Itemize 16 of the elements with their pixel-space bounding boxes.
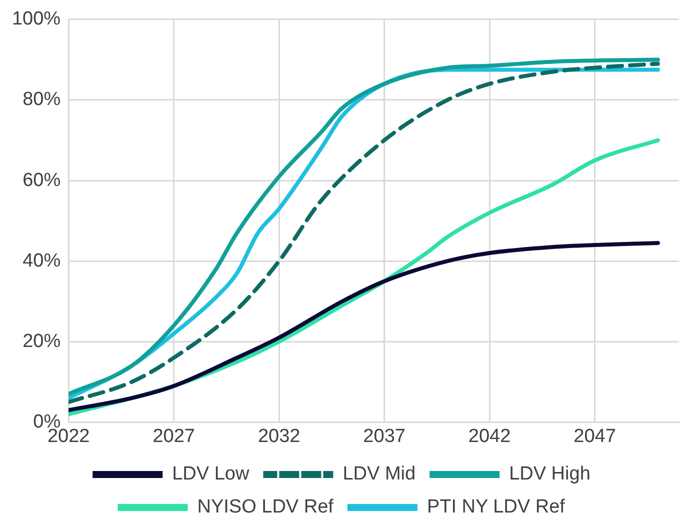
legend-label: LDV Mid bbox=[342, 464, 416, 485]
y-tick-label: 80% bbox=[22, 89, 61, 110]
x-tick-label: 2027 bbox=[152, 426, 195, 447]
y-tick-label: 40% bbox=[22, 250, 61, 272]
legend-label: LDV Low bbox=[172, 464, 250, 485]
y-tick-label: 100% bbox=[12, 8, 61, 30]
y-tick-label: 60% bbox=[22, 170, 61, 191]
legend-label: LDV High bbox=[509, 464, 590, 485]
x-tick-label: 2042 bbox=[468, 426, 511, 447]
legend-label: NYISO LDV Ref bbox=[197, 496, 334, 518]
y-tick-label: 20% bbox=[22, 330, 61, 352]
x-tick-label: 2047 bbox=[574, 426, 616, 447]
legend-label: PTI NY LDV Ref bbox=[426, 496, 566, 518]
line-series bbox=[68, 240, 660, 412]
x-tick-label: 2032 bbox=[258, 426, 300, 447]
x-tick-label: 2037 bbox=[363, 426, 406, 447]
